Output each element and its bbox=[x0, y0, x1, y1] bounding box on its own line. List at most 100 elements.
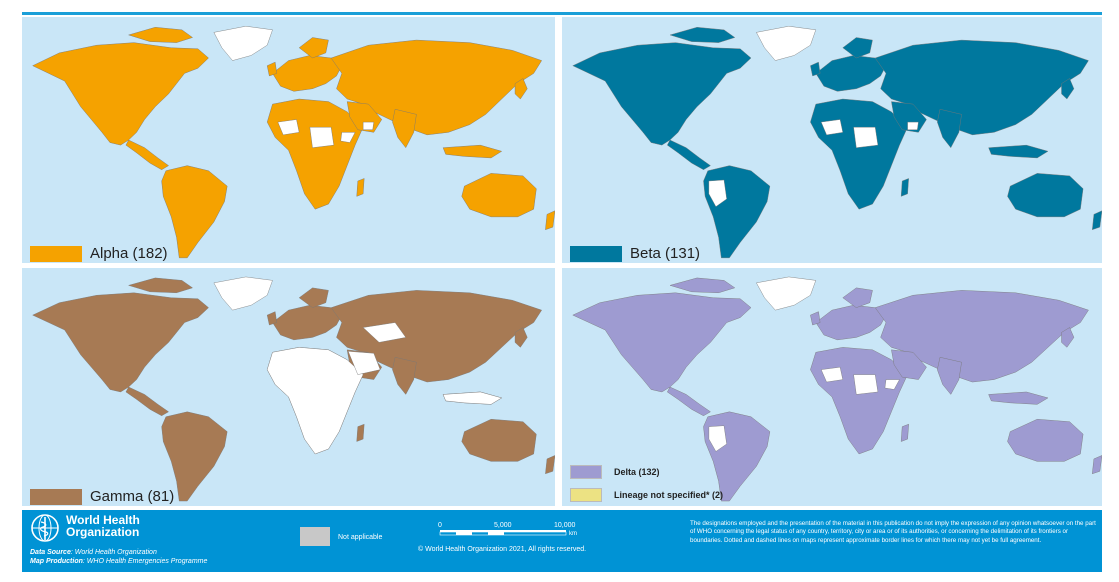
region-no-report-west-africa bbox=[820, 366, 844, 383]
region-no-report-central-asia bbox=[362, 322, 407, 343]
region-madagascar bbox=[356, 423, 365, 442]
region-no-report-central-africa bbox=[309, 126, 335, 148]
region-no-report-arabia-south bbox=[907, 121, 919, 130]
region-scandinavia bbox=[298, 287, 329, 308]
legend-label-gamma: Gamma (81) bbox=[90, 488, 175, 505]
world-map-gamma bbox=[32, 276, 555, 502]
not-applicable-label: Not applicable bbox=[338, 534, 383, 541]
region-uk bbox=[810, 61, 821, 77]
legend-gamma: Gamma (81) bbox=[30, 488, 174, 505]
map-panel-gamma: Gamma (81) bbox=[22, 268, 555, 506]
region-scandinavia bbox=[842, 287, 873, 308]
legend-label-delta: Delta (132) bbox=[614, 467, 660, 477]
region-australia bbox=[461, 419, 537, 462]
credits: Data Source: World Health Organization M… bbox=[30, 548, 207, 566]
region-no-report-west-africa bbox=[820, 119, 844, 136]
region-south-america bbox=[161, 411, 228, 502]
region-africa bbox=[810, 347, 908, 455]
region-new-zealand bbox=[545, 210, 555, 230]
region-indonesia bbox=[988, 391, 1049, 405]
who-emblem-icon bbox=[31, 514, 59, 542]
region-no-report-indonesia bbox=[442, 391, 503, 405]
data-source-label: Data Source bbox=[30, 549, 71, 556]
region-no-report-south-america-west bbox=[708, 425, 727, 452]
region-asia bbox=[330, 290, 542, 383]
top-rule bbox=[22, 12, 1102, 15]
region-scandinavia bbox=[298, 37, 329, 59]
footer-bar: World Health Organization Data Source: W… bbox=[22, 510, 1102, 572]
region-new-zealand bbox=[1092, 455, 1102, 475]
map-panel-alpha: Alpha (182) bbox=[22, 17, 555, 263]
org-name-line2: Organization bbox=[66, 525, 140, 539]
region-north-america bbox=[32, 292, 209, 393]
region-europe bbox=[272, 55, 343, 92]
region-arabia bbox=[891, 349, 927, 380]
world-map-alpha bbox=[32, 26, 555, 259]
region-asia bbox=[330, 39, 542, 136]
region-no-report-arabia-south bbox=[362, 121, 375, 130]
legend-alpha: Alpha (182) bbox=[30, 245, 168, 262]
region-new-zealand bbox=[1092, 210, 1102, 230]
region-europe bbox=[815, 304, 887, 341]
scale-unit: km bbox=[569, 531, 577, 537]
region-indonesia bbox=[442, 144, 503, 159]
region-india bbox=[937, 108, 962, 149]
region-north-america bbox=[572, 42, 752, 146]
legend-label-alpha: Alpha (182) bbox=[90, 245, 168, 262]
legend-delta: Delta (132) bbox=[570, 465, 660, 479]
region-japan bbox=[514, 327, 528, 348]
data-source-value: : World Health Organization bbox=[70, 549, 157, 556]
region-indonesia bbox=[988, 144, 1049, 159]
region-central-america bbox=[667, 139, 711, 170]
legend-swatch-beta bbox=[570, 245, 622, 262]
region-africa bbox=[810, 98, 908, 210]
region-india bbox=[392, 357, 417, 395]
region-north-america bbox=[572, 292, 752, 393]
region-asia bbox=[874, 290, 1089, 383]
copyright: © World Health Organization 2021, All ri… bbox=[418, 546, 587, 553]
world-map-delta bbox=[572, 276, 1102, 502]
region-canada-islands bbox=[127, 27, 194, 43]
region-madagascar bbox=[356, 178, 365, 197]
region-no-report-central-africa bbox=[853, 374, 879, 395]
map-panel-delta: Delta (132) Lineage not specified* (2) bbox=[562, 268, 1102, 506]
region-madagascar bbox=[900, 423, 909, 442]
legend-label-lineage: Lineage not specified* (2) bbox=[614, 490, 724, 500]
world-map-beta bbox=[572, 26, 1102, 259]
region-greenland bbox=[213, 26, 273, 61]
region-no-report-horn bbox=[340, 132, 356, 143]
region-africa bbox=[266, 98, 364, 210]
region-north-america bbox=[32, 42, 209, 146]
region-canada-islands bbox=[669, 27, 736, 43]
region-canada-islands bbox=[127, 277, 194, 293]
region-south-america bbox=[161, 165, 228, 259]
not-applicable-swatch bbox=[300, 527, 330, 546]
region-scandinavia bbox=[842, 37, 873, 59]
region-greenland bbox=[213, 276, 273, 311]
region-india bbox=[937, 357, 962, 395]
map-panel-beta: Beta (131) bbox=[562, 17, 1102, 263]
region-south-america bbox=[703, 165, 771, 259]
scale-label-5000: 5,000 bbox=[494, 522, 512, 529]
region-europe bbox=[272, 304, 343, 341]
region-asia bbox=[874, 39, 1089, 136]
region-greenland bbox=[756, 276, 817, 311]
scale-label-10000: 10,000 bbox=[554, 522, 576, 529]
map-production-label: Map Production bbox=[30, 558, 83, 565]
region-no-report-central-africa bbox=[853, 126, 879, 148]
region-central-america bbox=[125, 386, 169, 416]
region-canada-islands bbox=[669, 277, 736, 293]
org-name-line1: World Health bbox=[66, 513, 140, 527]
region-europe bbox=[815, 55, 887, 92]
region-madagascar bbox=[900, 178, 909, 197]
legend-swatch-gamma bbox=[30, 488, 82, 505]
region-uk bbox=[266, 61, 278, 77]
region-central-america bbox=[667, 386, 711, 416]
legend-lineage: Lineage not specified* (2) bbox=[570, 488, 723, 502]
region-australia bbox=[1007, 419, 1084, 462]
legend-swatch-lineage bbox=[570, 488, 602, 502]
scale-bar: 0 5,000 10,000 km bbox=[438, 522, 577, 537]
scale-label-0: 0 bbox=[438, 522, 442, 529]
region-australia bbox=[461, 173, 537, 218]
legend-beta: Beta (131) bbox=[570, 245, 700, 262]
